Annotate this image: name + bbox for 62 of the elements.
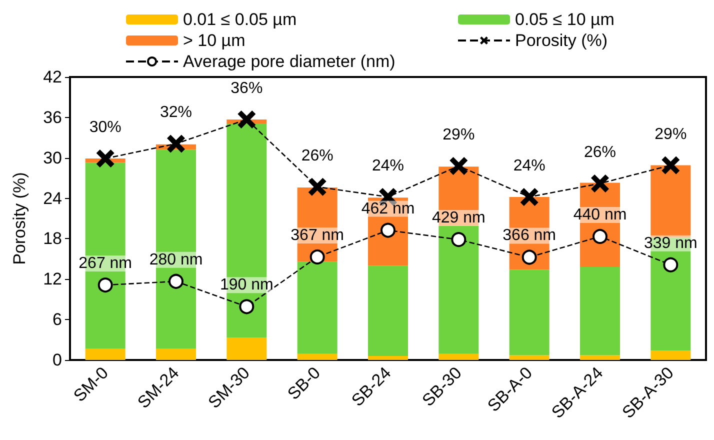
data-label: 32% (160, 104, 192, 122)
y-tick-label: 12 (43, 270, 62, 289)
data-label: 24% (372, 157, 404, 174)
bar (156, 348, 196, 360)
data-label: 30% (89, 119, 122, 136)
point (592, 228, 608, 244)
point (239, 299, 254, 314)
bar (509, 355, 550, 360)
bar (297, 354, 338, 360)
bar (368, 356, 408, 360)
point (450, 156, 468, 175)
point (308, 178, 326, 196)
data-label: 29% (442, 126, 475, 144)
y-tick-label: 6 (52, 310, 62, 330)
data-label: 440 nm (573, 206, 627, 224)
point (451, 232, 466, 248)
y-tick-label: 24 (43, 188, 62, 208)
data-label: 339 nm (644, 234, 698, 252)
legend-label: Porosity (%) (515, 31, 608, 50)
y-tick-label: 36 (43, 108, 62, 127)
bar (580, 355, 620, 360)
legend-label: Average pore diameter (nm) (183, 52, 396, 71)
point (591, 174, 609, 192)
y-tick-label: 18 (43, 229, 62, 248)
point (96, 150, 114, 168)
data-label: 190 nm (220, 276, 274, 294)
data-label: 29% (654, 126, 687, 143)
bar (297, 262, 338, 354)
data-label: 366 nm (502, 227, 556, 244)
point (98, 278, 113, 293)
data-label: 36% (230, 80, 263, 97)
data-label: 280 nm (149, 251, 203, 268)
bar (85, 348, 126, 360)
bar (509, 270, 550, 356)
y-tick-label: 42 (43, 68, 62, 86)
bar (438, 354, 479, 360)
point (380, 222, 396, 238)
point (522, 250, 537, 265)
bar (580, 267, 620, 356)
data-label: 367 nm (290, 226, 344, 244)
data-label: 462 nm (361, 200, 415, 218)
data-label: 26% (584, 144, 616, 161)
point (310, 249, 325, 264)
data-label: 429 nm (432, 210, 486, 227)
point (662, 156, 680, 174)
point (238, 110, 256, 128)
y-axis-title: Porosity (%) (10, 172, 29, 265)
legend-label: > 10 µm (183, 31, 246, 50)
y-tick-label: 0 (52, 350, 62, 370)
legend-label: 0.01 ≤ 0.05 µm (183, 10, 297, 29)
bar (650, 350, 691, 360)
data-label: 267 nm (78, 255, 132, 272)
point (167, 134, 185, 153)
legend-label: 0.05 ≤ 10 µm (515, 10, 614, 29)
data-label: 26% (301, 147, 334, 164)
point (663, 257, 678, 272)
y-tick-label: 30 (43, 148, 62, 168)
bar (368, 266, 408, 356)
point (520, 188, 538, 206)
bar (226, 338, 267, 360)
data-label: 24% (513, 157, 546, 174)
point (168, 274, 184, 289)
